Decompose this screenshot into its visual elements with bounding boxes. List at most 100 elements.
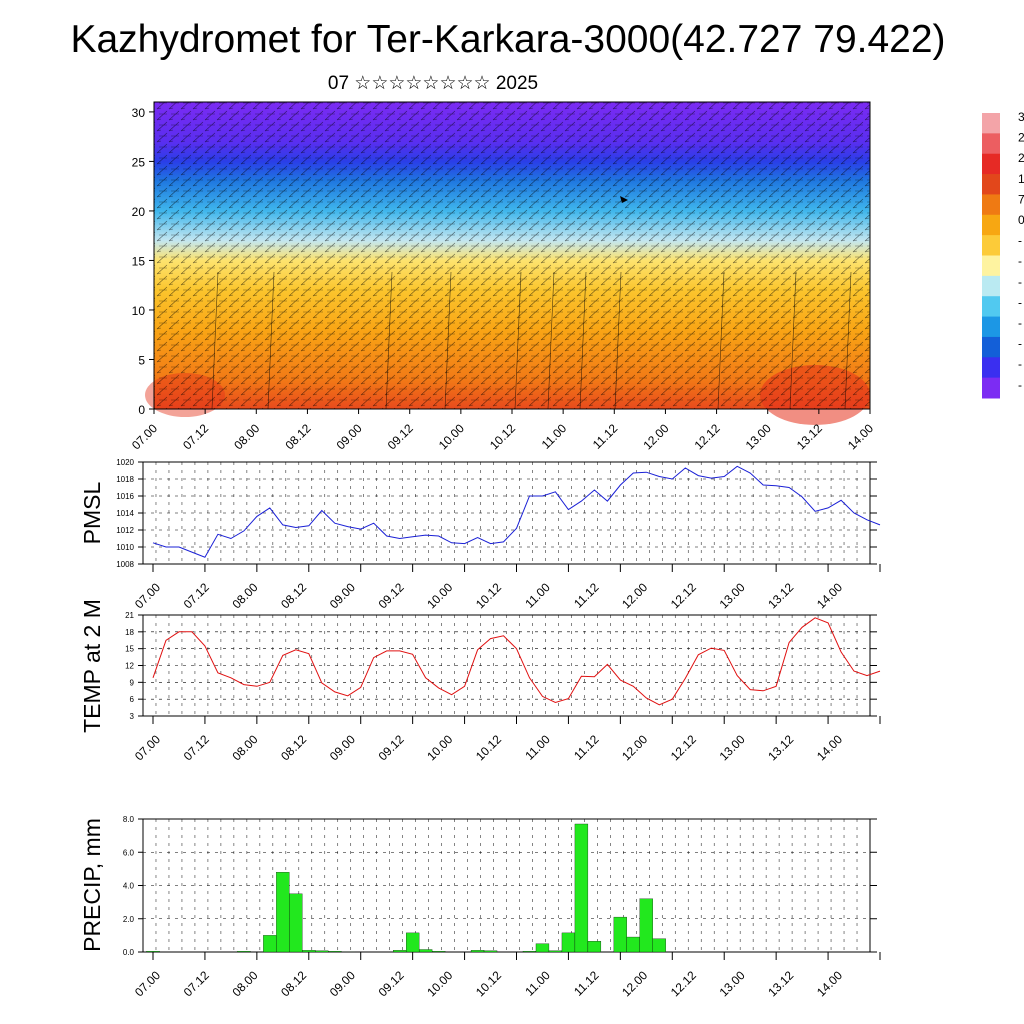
- precip-bar: [431, 951, 446, 953]
- colorbar-label: -: [1018, 275, 1022, 289]
- x-tick-label: 11.12: [571, 732, 602, 763]
- chart-subtitle: 07 ☆☆☆☆☆☆☆☆ 2025: [327, 73, 539, 94]
- x-tick-label: 07.12: [181, 968, 212, 999]
- colorbar-label: -: [1018, 295, 1022, 309]
- y-tick-label: 6.0: [123, 848, 135, 857]
- colorbar-swatch: [982, 336, 1000, 358]
- y-tick-label: 21: [125, 611, 134, 620]
- streak: [385, 271, 393, 410]
- precip-bar: [237, 951, 251, 953]
- y-tick-label: 12: [125, 662, 134, 671]
- y-tick-label: 20: [132, 205, 146, 219]
- colorbar-swatch: [982, 377, 1000, 399]
- colorbar-swatch: [982, 194, 1000, 216]
- x-tick-label: 11.00: [522, 580, 553, 611]
- x-tick-label: 07.12: [180, 421, 211, 452]
- x-tick-label: 12.12: [668, 580, 699, 611]
- x-tick-label: 12.12: [668, 732, 699, 763]
- precip-panel: 0.0 2.0 4.0 6.0 8.0 PRECIP, mm 07.00 07.12 08.00…: [79, 815, 881, 999]
- x-tick-label: 14.00: [845, 421, 876, 452]
- streak: [547, 271, 555, 410]
- x-tick-label: 09.12: [376, 580, 407, 611]
- series-line: [152, 465, 881, 558]
- x-tick-label: 14.00: [814, 732, 845, 763]
- x-tick-label: 09.00: [327, 580, 358, 611]
- x-tick-label: 11.00: [539, 421, 570, 452]
- y-tick-label: 6: [130, 695, 135, 704]
- colorbar-swatch: [982, 296, 1000, 318]
- y-tick-label: 1018: [116, 475, 134, 484]
- y-tick-label: 15: [132, 254, 146, 268]
- colorbar-swatch: [982, 357, 1000, 379]
- colorbar-label: 2: [1018, 131, 1024, 145]
- x-tick-label: 09.12: [376, 732, 407, 763]
- colorbar-swatch: [982, 214, 1000, 236]
- x-tick-label: 08.00: [229, 580, 260, 611]
- y-tick-label: 5: [138, 353, 145, 367]
- x-tick-label: 10.00: [424, 732, 455, 763]
- streak: [267, 271, 275, 410]
- y-tick-label: 2.0: [123, 915, 135, 924]
- y-tick-label: 0: [138, 403, 145, 417]
- x-tick-label: 13.12: [794, 421, 825, 452]
- x-tick-label: 08.12: [278, 732, 309, 763]
- x-tick-label: 12.12: [692, 421, 723, 452]
- x-tick-label: 07.00: [132, 968, 163, 999]
- y-axis-title: TEMP at 2 M: [79, 599, 105, 733]
- y-tick-label: 15: [125, 645, 134, 654]
- x-tick-label: 10.00: [424, 580, 455, 611]
- precip-bar: [587, 941, 602, 953]
- precip-bar: [302, 950, 316, 953]
- x-tick-label: 09.00: [327, 732, 358, 763]
- colorbar-swatch: [982, 255, 1000, 277]
- x-tick-label: 11.12: [571, 580, 602, 611]
- x-tick-label: 13.12: [765, 580, 796, 611]
- x-tick-label: 09.00: [334, 421, 365, 452]
- precip-bar: [626, 936, 640, 953]
- y-tick-label: 1014: [116, 509, 134, 518]
- x-tick-label: 08.00: [229, 732, 260, 763]
- colorbar-label: -: [1018, 254, 1022, 268]
- x-tick-label: 07.12: [181, 580, 212, 611]
- precip-bar: [418, 949, 433, 953]
- streak: [211, 271, 219, 410]
- y-tick-label: 1008: [116, 560, 134, 569]
- colorbar-label: -: [1018, 378, 1022, 392]
- series-line: [152, 617, 881, 706]
- precip-bar: [639, 898, 653, 953]
- x-tick-label: 11.12: [590, 421, 621, 452]
- x-tick-label: 08.00: [229, 968, 260, 999]
- streak: [579, 271, 587, 410]
- colorbar-swatch: [982, 113, 1000, 134]
- y-tick-label: 30: [132, 106, 146, 120]
- colorbar-swatch: [982, 235, 1000, 256]
- precip-bar: [522, 951, 537, 953]
- x-tick-label: 09.12: [385, 421, 416, 452]
- x-tick-label: 08.12: [278, 580, 309, 611]
- precip-bar: [315, 950, 329, 953]
- x-tick-label: 13.00: [717, 968, 748, 999]
- x-tick-label: 12.00: [619, 968, 650, 999]
- x-tick-label: 11.00: [522, 968, 553, 999]
- x-tick-label: 12.00: [619, 580, 650, 611]
- colorbar-label: -: [1018, 357, 1022, 371]
- x-tick-label: 13.12: [765, 732, 796, 763]
- precip-bar: [328, 951, 342, 953]
- colorbar-label: 3: [1018, 110, 1024, 124]
- x-tick-label: 07.00: [129, 421, 160, 452]
- x-tick-label: 12.00: [640, 421, 671, 452]
- precip-bar: [263, 935, 277, 953]
- precip-bar: [652, 938, 666, 953]
- precip-bar: [535, 943, 550, 953]
- precip-bar: [574, 823, 589, 953]
- chart-title: Kazhydromet for Ter-Karkara-3000(42.727 …: [70, 18, 946, 61]
- x-tick-label: 12.12: [668, 968, 699, 999]
- colorbar-label: 1: [1018, 172, 1024, 186]
- precip-bar: [548, 950, 563, 953]
- colorbar-label: -: [1018, 316, 1022, 330]
- colorbar-swatch: [982, 316, 1000, 338]
- precip-bar: [561, 932, 576, 953]
- colorbar-swatch: [982, 133, 1000, 155]
- x-tick-label: 07.00: [132, 732, 163, 763]
